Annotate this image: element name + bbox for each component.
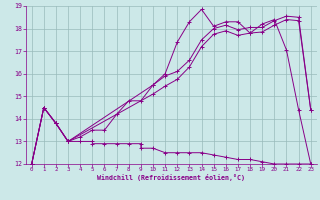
X-axis label: Windchill (Refroidissement éolien,°C): Windchill (Refroidissement éolien,°C) (97, 174, 245, 181)
